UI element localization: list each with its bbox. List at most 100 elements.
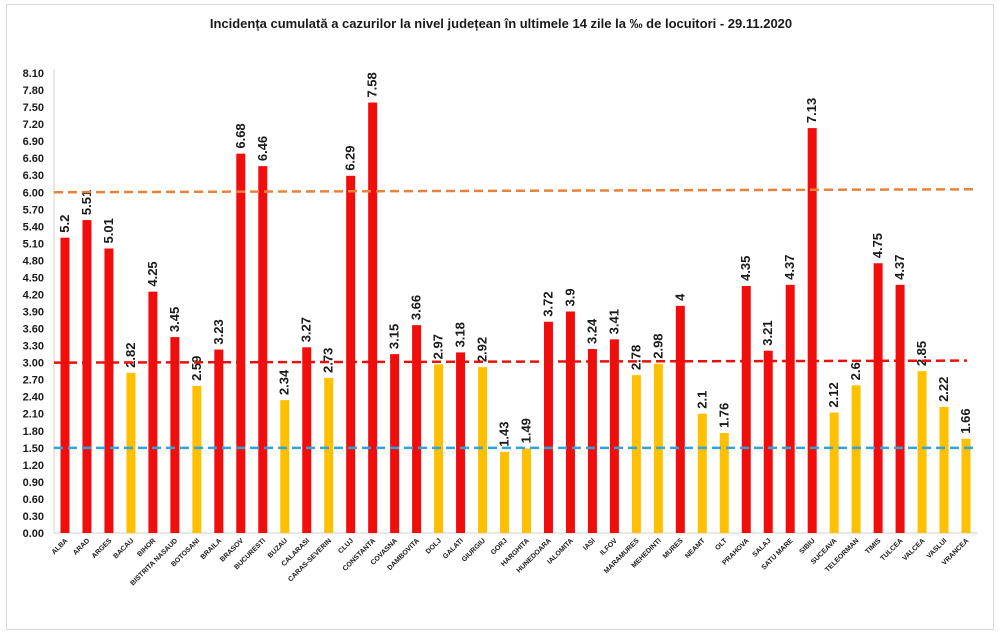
bar-valcea (917, 371, 927, 533)
y-tick-label: 4.50 (23, 272, 44, 284)
data-label: 5.51 (79, 190, 94, 215)
data-label: 1.43 (497, 421, 512, 446)
bar-neamt (697, 413, 707, 533)
data-label: 7.13 (804, 98, 819, 123)
x-tick-label: MURES (662, 537, 685, 560)
x-tick-label: TIMIS (864, 537, 882, 555)
y-tick-label: 0.30 (23, 511, 44, 523)
data-label: 2.73 (321, 348, 336, 373)
data-label: 2.82 (123, 343, 138, 368)
y-tick-label: 6.90 (23, 136, 44, 148)
data-label: 4 (672, 293, 687, 301)
y-tick-label: 2.10 (23, 409, 44, 421)
x-tick-label: CARAS-SEVERIN (287, 537, 333, 583)
y-tick-label: 5.10 (23, 238, 44, 250)
y-tick-label: 5.70 (23, 204, 44, 216)
bar-bihor (148, 291, 158, 533)
y-tick-label: 1.80 (23, 426, 44, 438)
bar-alba (60, 237, 70, 534)
bar-cluj (346, 175, 356, 533)
data-label: 3.9 (562, 288, 577, 306)
bar-satu-mare (785, 284, 795, 533)
bar-maramures (631, 375, 641, 533)
data-label: 2.59 (189, 356, 204, 381)
y-tick-label: 4.80 (23, 255, 44, 267)
chart-title: Incidența cumulată a cazurilor la nivel … (209, 16, 793, 31)
data-label: 2.6 (848, 362, 863, 380)
data-label: 3.72 (540, 291, 555, 316)
data-label: 3.27 (299, 317, 314, 342)
y-tick-label: 3.30 (23, 341, 44, 353)
bar-ilfov (609, 339, 619, 533)
data-label: 2.12 (826, 382, 841, 407)
data-label: 2.92 (475, 337, 490, 362)
x-tick-label: VALCEA (902, 537, 927, 562)
data-label: 6.68 (233, 123, 248, 148)
bar-buzau (280, 400, 290, 533)
data-label: 5.2 (57, 215, 72, 233)
data-label: 6.46 (255, 136, 270, 161)
data-label: 3.23 (211, 319, 226, 344)
y-tick-label: 2.70 (23, 375, 44, 387)
bar-salaj (763, 350, 773, 533)
data-label: 1.76 (716, 403, 731, 428)
data-label: 4.75 (870, 233, 885, 258)
data-label: 6.29 (343, 145, 358, 170)
y-tick-label: 1.50 (23, 443, 44, 455)
x-tick-label: ARGES (91, 537, 114, 560)
data-label: 3.15 (387, 324, 402, 349)
x-tick-label: IASI (582, 537, 597, 552)
bar-dambovita (412, 325, 422, 533)
y-tick-label: 1.20 (23, 460, 44, 472)
x-tick-label: SALAJ (751, 537, 772, 558)
x-tick-label: DOLJ (425, 537, 443, 555)
y-tick-label: 7.20 (23, 119, 44, 131)
x-tick-label: SIBIU (798, 537, 816, 555)
data-label: 3.18 (453, 322, 468, 347)
bar-giurgiu (478, 367, 488, 533)
y-tick-label: 6.30 (23, 170, 44, 182)
bar-constanta (368, 102, 378, 534)
bar-mures (675, 305, 685, 533)
bar-braila (214, 349, 224, 533)
threshold-line-high (53, 188, 978, 194)
bar-olt (719, 433, 729, 533)
data-label: 3.24 (584, 318, 599, 344)
data-label: 2.85 (914, 341, 929, 366)
bar-timis (873, 263, 883, 533)
x-tick-label: BIHOR (136, 537, 157, 558)
x-tick-label: BACAU (113, 537, 136, 560)
x-tick-label: ARAD (72, 537, 91, 556)
y-tick-label: 7.80 (23, 85, 44, 97)
y-tick-label: 0.60 (23, 494, 44, 506)
data-label: 1.66 (958, 408, 973, 433)
x-tick-label: ILFOV (599, 537, 619, 557)
bar-covasna (390, 354, 400, 533)
data-label: 2.34 (277, 369, 292, 395)
bar-caras-severin (324, 377, 334, 533)
x-tick-label: NEAMT (684, 537, 707, 560)
data-label: 4.37 (892, 255, 907, 280)
threshold-line-mid (53, 359, 968, 364)
y-tick-label: 2.40 (23, 392, 44, 404)
bar-sibiu (807, 128, 817, 533)
bar-teleorman (851, 385, 861, 533)
x-tick-label: GIURGIU (461, 537, 487, 563)
bar-tulcea (895, 284, 905, 533)
bar-bucuresti (258, 166, 268, 533)
bar-iasi (587, 349, 597, 533)
bar-prahova (741, 285, 751, 533)
data-label: 2.78 (628, 345, 643, 370)
chart-frame (6, 4, 994, 630)
x-tick-label: CLUJ (337, 537, 355, 555)
y-tick-label: 3.90 (23, 307, 44, 319)
x-tick-label: BUZAU (267, 537, 289, 559)
data-label: 3.21 (760, 320, 775, 345)
bar-harghita (521, 448, 531, 533)
bar-galati (456, 352, 466, 533)
bar-bistrita-nasaud (170, 337, 180, 533)
bar-hunedoara (543, 321, 553, 533)
data-label: 4.35 (738, 256, 753, 281)
bar-bacau (126, 372, 136, 533)
data-label: 3.66 (409, 295, 424, 320)
